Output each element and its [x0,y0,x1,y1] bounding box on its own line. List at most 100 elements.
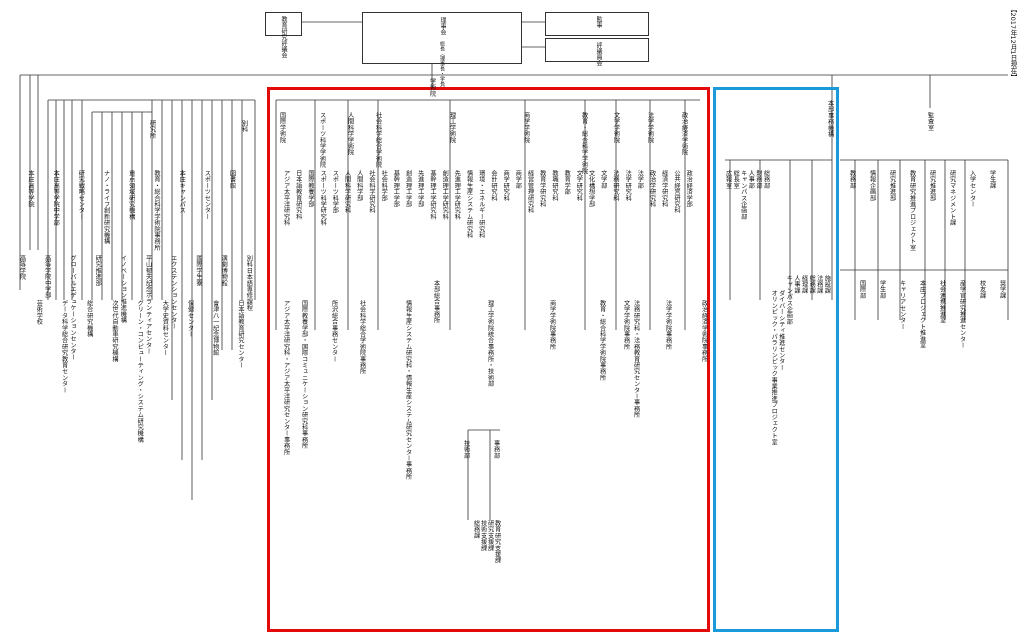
right_group-items-item: 本庄プロジェクト推進室 [918,280,926,349]
red_group-units-item: スポーツ科学部 [331,170,339,214]
left_group-items-item: 高等学院中学部 [43,255,51,299]
red_group-units-item: 政治経済学部 [685,170,693,208]
blue_group-items-item: 広報室 [724,170,732,189]
kenkyujo-label: 研究所 [148,120,156,139]
right_group-items-item: 学生課 [988,170,996,189]
red_group-units-item: 法学研究科 [624,170,632,201]
right_group-items-item: 研究推進部 [888,170,896,201]
red_group-offices-item: アジア太平洋研究科・アジア太平洋研究センター事務所 [282,300,290,455]
bekka-label: 別科 [240,120,248,133]
left_group-items-item: データ科学総合研究教育センター [60,300,68,393]
auditor-label: 監事 [595,16,602,28]
red_group-units-item: 文学部 [599,170,607,189]
left_group-items-item: スポーツセンター [203,170,211,220]
left_group-items-item: 本庄高等学院 [26,170,34,208]
red_group-units-item: 商学部 [514,170,522,189]
red_group-units-item: 法務研究科 [611,170,619,201]
red_group-faculties-item: 理工学術院 [448,112,456,143]
right_group-items-item: 研究マネジメント課 [948,170,956,226]
red_group-units-item: 人間科学部 [355,170,363,201]
red_group-units-item: 基幹理工学部 [392,170,400,208]
left_group-items-item: 総合研究機構 [85,300,93,338]
left_group-items-item: ナノ・ライフ創新研究機構 [102,170,110,245]
red_group-units-item: 文学研究科 [575,170,583,201]
left_group-items-item: 國際学生寮 [194,255,202,286]
red_group-offices-item: 本部総合事務所 [432,280,440,324]
red_group-units-item: 会計研究科 [489,170,497,201]
red_group-faculties-item: 政治経済学術院 [680,112,688,156]
right_group-items-item: 奨学課 [998,280,1006,299]
board-box: 理事会 総長（理事長・学長） [362,12,522,91]
left_group-items-item: 研究推進部 [94,255,102,286]
blue_group-items-item: 総務部 [762,170,770,189]
left_group-items-item: 重点領域研究機構 [127,170,135,220]
administration-title: 本部事務機構 [826,100,834,138]
left_group-items-item: 本庄キャンパス [178,170,186,214]
red_group-units-item: 国際教養学部 [306,170,314,208]
red_group-offices-item: 法務研究科・法務教育研究センター事務所 [632,300,640,418]
red_group-units-item: スポーツ科学研究科 [319,170,327,226]
right_group-items-item: キャリアセンター [898,280,906,330]
red_group-gijutsu_items-item: 教育研究支援課 [493,520,501,564]
blue_group-items-item: 総務課 [808,275,816,294]
left_group-items-item: 研究戦略センター [77,170,85,220]
blue_group-items-item: 財務部 [754,170,762,189]
left_group-items-item: 高等学院 [18,255,26,280]
red_group-units-item: 文化構想学部 [587,170,595,208]
red_group-units-item: 情報生産システム研究科 [465,170,473,239]
board-label: 理事会 [439,17,446,35]
red_group-faculties-item: 法学学術院 [646,112,654,143]
administration-highlight [713,87,839,632]
red_group-units-item: 基幹理工学研究科 [428,170,436,220]
red_group-units-item: 経営管理研究科 [526,170,534,214]
red_group-offices-item: 社会科学総合学術院事務所 [358,300,366,375]
right_group-items-item: 学生部 [878,280,886,299]
red_group-offices-item: 教育・総合科学学術院事務所 [598,300,606,381]
red_group-units-item: 教職研究科 [550,170,558,201]
red_group-faculties-item: 商学学術院 [522,112,530,143]
left_group-items-item: エクステンションセンター [169,255,177,330]
red_group-units-item: 経済学研究科 [660,170,668,208]
red_group-units-item: 商学研究科 [502,170,510,201]
audit-office-title: 監査室 [926,112,934,131]
gijutsubu-label: 技術部 [462,440,470,459]
blue_group-items-item: キャンパス企画部 [739,170,747,220]
blue_group-items-item: オリンピック・パラリンピック事業推進プロジェクト室 [770,290,778,445]
blue_group-items-item: 法務課 [815,275,823,294]
left_group-items-item: 別科日本語専修課程 [245,255,253,311]
president-label: 総長（理事長・学長） [439,41,445,91]
right_group-items-item: 研究推進部 [928,170,936,201]
red_group-faculties-item: 国際学術院 [278,112,286,143]
red_group-offices-item: 理工学術院統合事務所・技術部 [486,300,494,387]
red_group-offices-item: 国際教養学部・国際コミュニケーション研究科事務所 [300,300,308,449]
right_group-items-item: 教務部 [848,170,856,189]
red_group-gijutsu_items-item: 総務課 [472,520,480,539]
red_group-units-item: 人間科学研究科 [343,170,351,214]
blue_group-items-item: キャンパス企画部 [785,275,793,325]
left_group-items-item: イノベーション推進機構 [119,255,127,324]
red_group-units-item: 社会科学研究科 [367,170,375,214]
blue_group-items-item: 施設課 [823,275,831,294]
left_group-items-item: グリーン・コンピューティング・システム研究機構 [136,300,144,443]
jimubu-label: 事務部 [492,440,500,459]
red_group-units-item: 日本語教育研究科 [294,170,302,220]
academic-affairs-highlight [267,87,710,632]
blue_group-items-item: 総長室 [732,170,740,189]
left_group-items-item: 保健センター [186,300,194,338]
red_group-gijutsu_items-item: 研究支援課 [486,520,494,551]
right_group-items-item: 情報企画部 [868,170,876,201]
auditor-box: 監事 [545,12,649,36]
red_group-faculties-item: 社会科学総合学術院 [374,112,382,168]
red_group-faculties-item: 文学学術院 [612,112,620,143]
red_group-units-item: 先進理工学研究科 [453,170,461,220]
red_group-offices-item: 商学学術院事務所 [548,300,556,350]
red_group-faculties-item: 教育・総合科学学術院 [580,112,588,174]
right_group-items-item: 国際部 [858,280,866,299]
right_group-items-item: 産学官研究推進センター [958,280,966,349]
red_group-units-item: 創造理工学研究科 [441,170,449,220]
red_group-units-item: 創造理工学部 [404,170,412,208]
education-council-label: 教育研究評議会 [280,16,287,58]
left_group-items-item: 次世代自動車研究機構 [110,300,118,362]
academic-affairs-title: 学術院 [428,78,436,97]
